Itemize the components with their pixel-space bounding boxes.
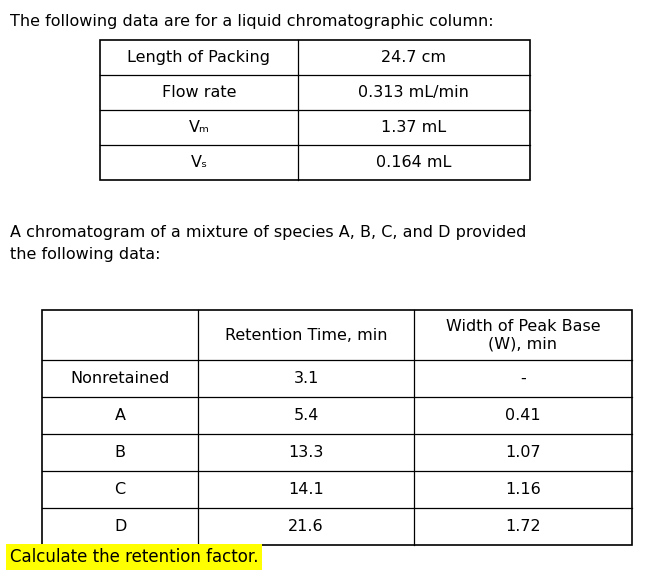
Text: Width of Peak Base
(W), min: Width of Peak Base (W), min [446, 319, 600, 351]
Text: 1.37 mL: 1.37 mL [381, 120, 446, 135]
Text: Flow rate: Flow rate [162, 85, 236, 100]
Bar [42, 310, 632, 545]
Text: 1.16: 1.16 [505, 482, 541, 497]
Text: 14.1: 14.1 [288, 482, 324, 497]
Text: 24.7 cm: 24.7 cm [381, 50, 446, 65]
Text: B: B [115, 445, 126, 460]
Text: 0.164 mL: 0.164 mL [376, 155, 452, 170]
Text: -: - [520, 371, 526, 386]
Text: Nonretained: Nonretained [71, 371, 170, 386]
Text: Retention Time, min: Retention Time, min [225, 328, 388, 342]
Text: 1.72: 1.72 [505, 519, 541, 534]
Text: 0.41: 0.41 [505, 408, 541, 423]
Text: Calculate the retention factor.: Calculate the retention factor. [10, 548, 259, 566]
Text: 0.313 mL/min: 0.313 mL/min [358, 85, 469, 100]
Text: 13.3: 13.3 [289, 445, 324, 460]
Text: 5.4: 5.4 [293, 408, 319, 423]
Text: The following data are for a liquid chromatographic column:: The following data are for a liquid chro… [10, 14, 494, 29]
Text: Length of Packing: Length of Packing [127, 50, 270, 65]
Text: A: A [115, 408, 126, 423]
Text: 21.6: 21.6 [288, 519, 324, 534]
Text: C: C [115, 482, 126, 497]
Text: the following data:: the following data: [10, 247, 160, 262]
Text: A chromatogram of a mixture of species A, B, C, and D provided: A chromatogram of a mixture of species A… [10, 225, 527, 240]
Text: Vₘ: Vₘ [188, 120, 210, 135]
Bar [100, 40, 530, 180]
Text: Vₛ: Vₛ [190, 155, 208, 170]
Text: 1.07: 1.07 [505, 445, 541, 460]
Text: D: D [114, 519, 126, 534]
Text: 3.1: 3.1 [293, 371, 319, 386]
